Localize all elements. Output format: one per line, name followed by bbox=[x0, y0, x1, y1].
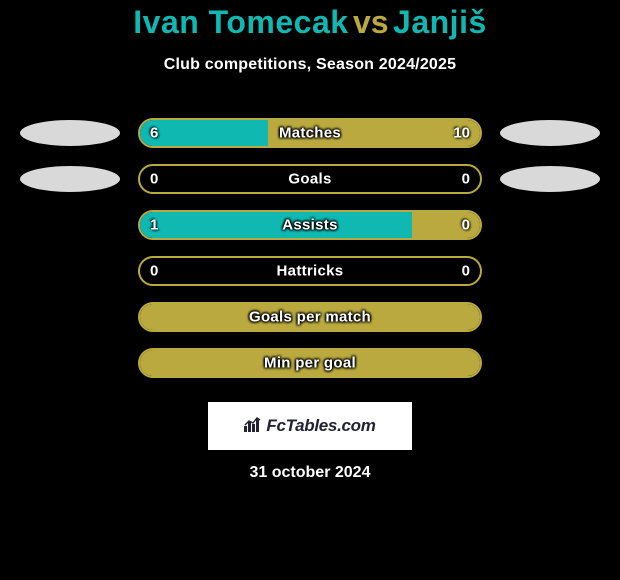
player2-form-ellipse bbox=[500, 120, 600, 146]
brand-chart-icon bbox=[244, 416, 262, 437]
player2-name: Janjiš bbox=[393, 4, 487, 40]
player1-form-ellipse bbox=[20, 166, 120, 192]
player1-form-ellipse bbox=[20, 304, 120, 330]
subtitle: Club competitions, Season 2024/2025 bbox=[0, 56, 620, 74]
stat-value-left: 6 bbox=[150, 125, 158, 142]
player1-name: Ivan Tomecak bbox=[133, 4, 348, 40]
stat-label: Matches bbox=[279, 125, 341, 142]
player2-form-ellipse bbox=[500, 350, 600, 376]
stat-row: Matches 6 10 bbox=[0, 110, 620, 156]
bar-fill-left bbox=[140, 120, 268, 146]
stat-row: Goals 0 0 bbox=[0, 156, 620, 202]
stat-row: Goals per match bbox=[0, 294, 620, 340]
stat-label: Assists bbox=[282, 217, 337, 234]
stat-bar: Min per goal bbox=[138, 348, 482, 378]
player2-form-ellipse bbox=[500, 258, 600, 284]
player1-form-ellipse bbox=[20, 120, 120, 146]
player1-form-ellipse bbox=[20, 258, 120, 284]
stat-value-left: 0 bbox=[150, 171, 158, 188]
stat-label: Hattricks bbox=[277, 263, 344, 280]
player2-form-ellipse bbox=[500, 166, 600, 192]
brand-box: FcTables.com bbox=[208, 402, 412, 450]
player1-form-ellipse bbox=[20, 350, 120, 376]
stat-row: Hattricks 0 0 bbox=[0, 248, 620, 294]
stat-bar: Assists 1 0 bbox=[138, 210, 482, 240]
player1-form-ellipse bbox=[20, 212, 120, 238]
stat-bar: Hattricks 0 0 bbox=[138, 256, 482, 286]
stat-row: Assists 1 0 bbox=[0, 202, 620, 248]
title: Ivan Tomecak vs Janjiš bbox=[0, 6, 620, 38]
stat-bar: Matches 6 10 bbox=[138, 118, 482, 148]
stat-value-right: 0 bbox=[462, 263, 470, 280]
vs-text: vs bbox=[353, 4, 389, 40]
stat-value-left: 1 bbox=[150, 217, 158, 234]
stat-value-right: 10 bbox=[453, 125, 470, 142]
stat-row: Min per goal bbox=[0, 340, 620, 386]
stat-value-left: 0 bbox=[150, 263, 158, 280]
stat-value-right: 0 bbox=[462, 171, 470, 188]
player2-form-ellipse bbox=[500, 212, 600, 238]
stat-value-right: 0 bbox=[462, 217, 470, 234]
date-text: 31 october 2024 bbox=[0, 464, 620, 482]
stat-bar: Goals 0 0 bbox=[138, 164, 482, 194]
player2-form-ellipse bbox=[500, 304, 600, 330]
comparison-container: Ivan Tomecak vs Janjiš Club competitions… bbox=[0, 0, 620, 482]
stat-label: Goals bbox=[288, 171, 331, 188]
stat-label: Goals per match bbox=[249, 309, 371, 326]
bar-fill-left bbox=[140, 212, 412, 238]
stat-label: Min per goal bbox=[264, 355, 356, 372]
stats-chart: Matches610Goals00Assists10Hattricks00Goa… bbox=[0, 110, 620, 386]
stat-bar: Goals per match bbox=[138, 302, 482, 332]
brand-text: FcTables.com bbox=[266, 416, 375, 436]
